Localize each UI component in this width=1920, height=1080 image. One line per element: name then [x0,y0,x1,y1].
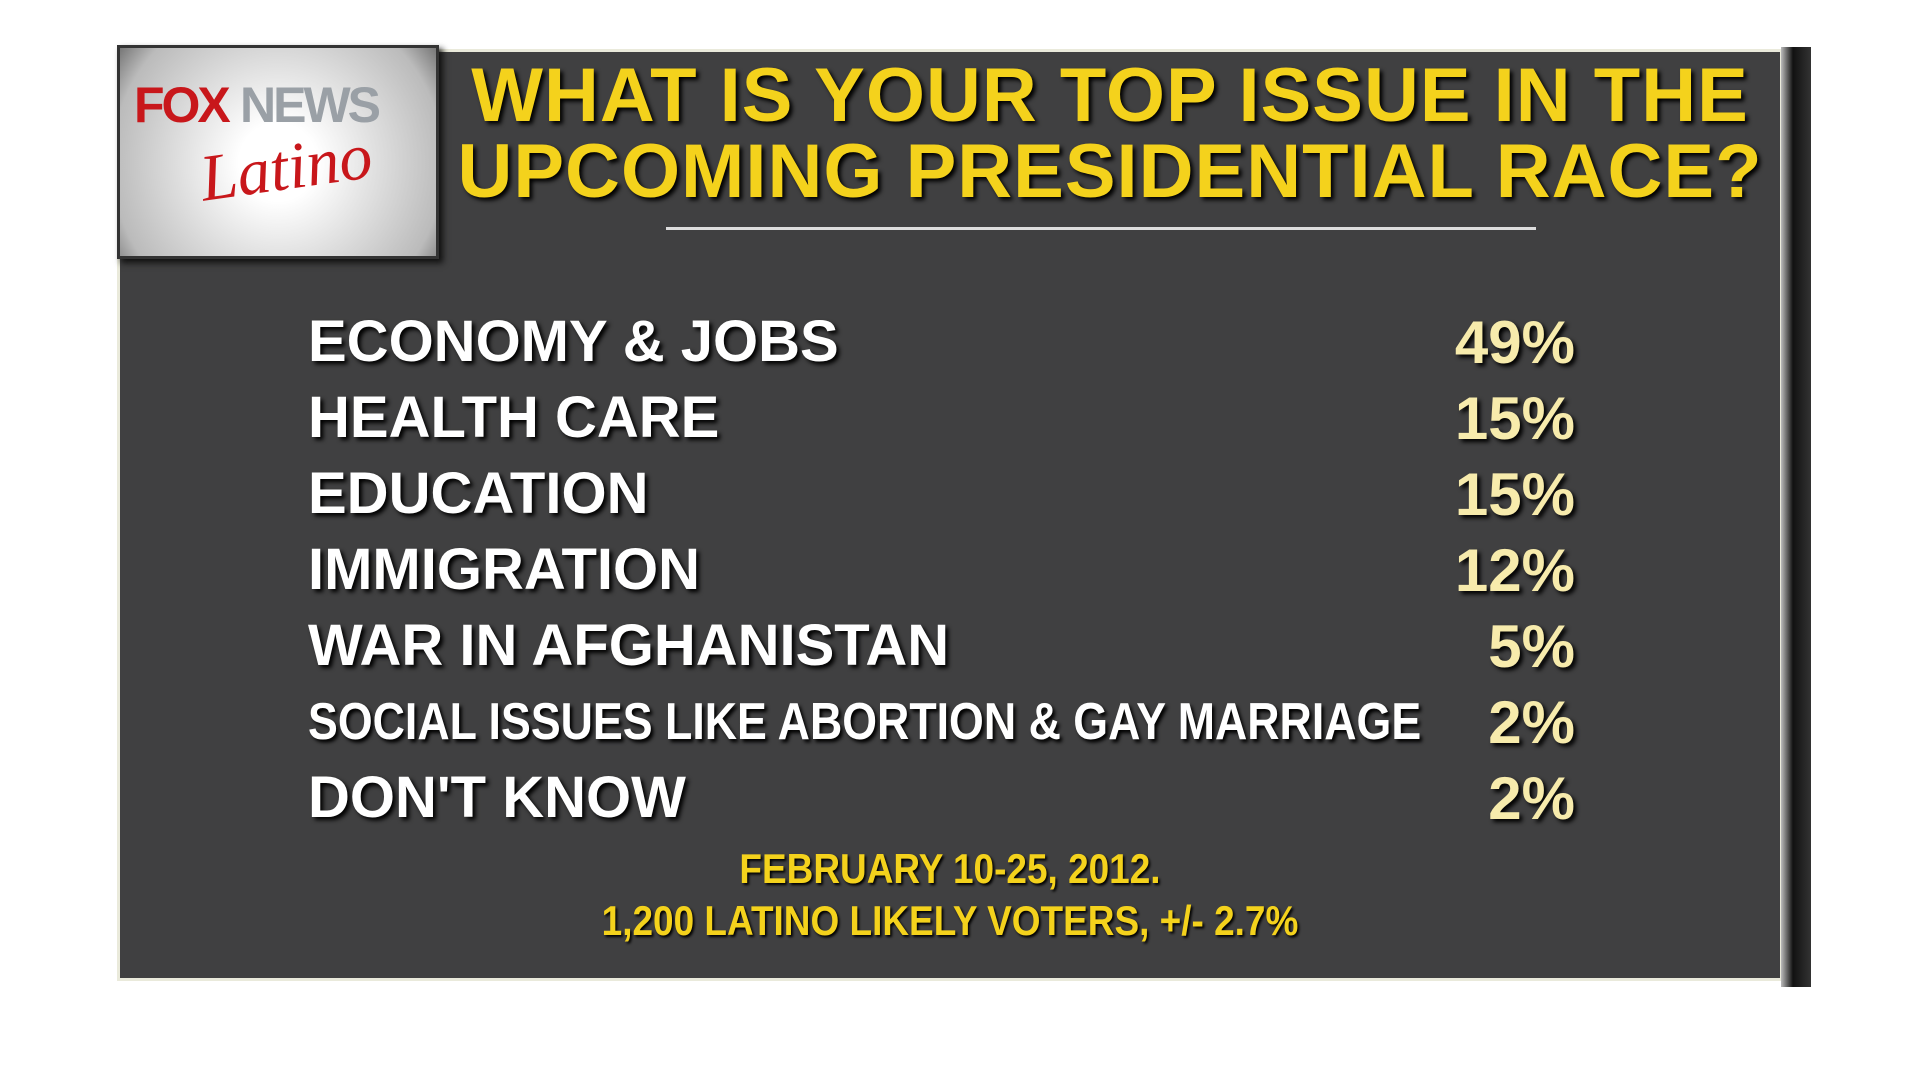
row-label: DON'T KNOW [308,765,686,830]
divider [666,227,1536,230]
logo-text: NEWS [240,77,381,133]
row-value: 5% [1488,613,1575,680]
row-value: 15% [1454,461,1575,528]
row-label: IMMIGRATION [308,537,700,602]
row-value: 15% [1454,385,1575,452]
title: UPCOMING PRESIDENTIAL RACE? [457,129,1763,214]
row-label: WAR IN AFGHANISTAN [308,613,950,678]
row-label: EDUCATION [308,461,649,526]
footnote: FEBRUARY 10-25, 2012. [739,845,1161,892]
row-value: 2% [1488,689,1575,756]
row-label: SOCIAL ISSUES LIKE ABORTION & GAY MARRIA… [308,693,1422,751]
row-value: 12% [1454,537,1575,604]
panel-edge [1781,47,1811,987]
row-value: 2% [1488,765,1575,832]
title: WHAT IS YOUR TOP ISSUE IN THE [471,53,1749,138]
logo-text: FOX [134,77,231,133]
row-label: ECONOMY & JOBS [308,309,839,374]
footnote: 1,200 LATINO LIKELY VOTERS, +/- 2.7% [601,897,1299,944]
row-value: 49% [1454,309,1575,376]
row-label: HEALTH CARE [308,385,720,450]
logo: FOX NEWS Latino [117,45,439,259]
